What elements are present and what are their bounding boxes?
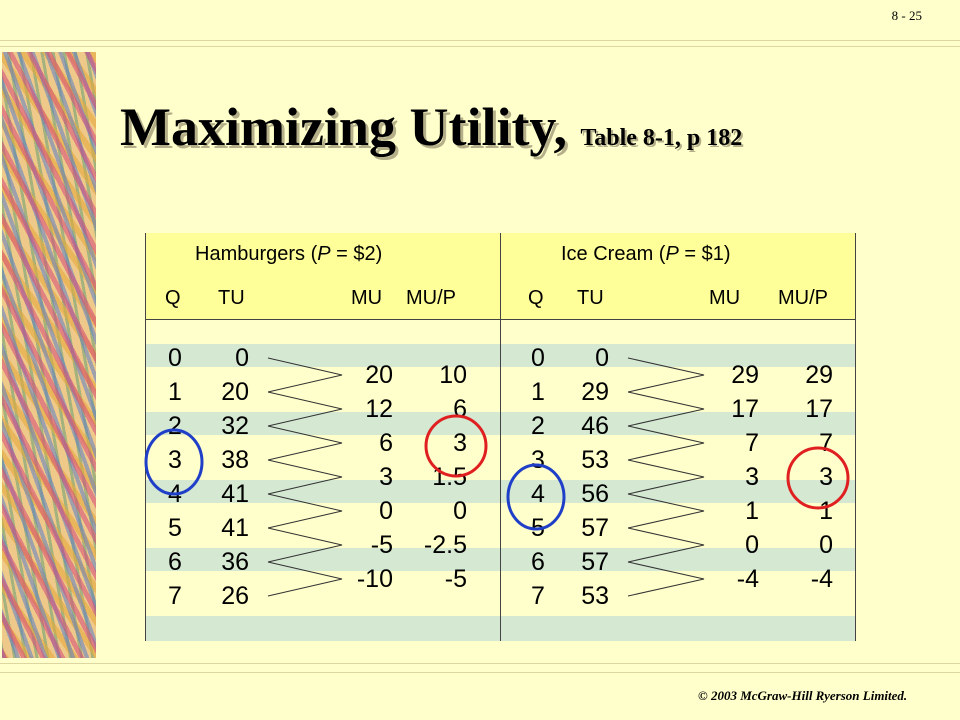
hamburgers-header-q: Q xyxy=(165,287,181,309)
table-cell: 3 xyxy=(453,429,467,457)
hamburgers-mu-column: 20 12 6 3 0 -5 -10 xyxy=(333,358,393,596)
hamburgers-header-mup: MU/P xyxy=(406,287,456,309)
table-cell: 20 xyxy=(365,361,393,389)
table-cell: 5 xyxy=(531,514,545,542)
table-right-border xyxy=(855,233,856,641)
table-cell: 0 xyxy=(235,344,249,372)
table-cell: 29 xyxy=(805,361,833,389)
table-cell: 1 xyxy=(819,497,833,525)
table-cell: 53 xyxy=(581,582,609,610)
top-rule-2 xyxy=(0,46,960,47)
utility-table: Hamburgers (P = $2) Q TU MU MU/P Ice Cre… xyxy=(145,233,856,641)
bottom-rule xyxy=(0,663,960,664)
table-cell: 7 xyxy=(819,429,833,457)
table-left-border xyxy=(145,233,146,641)
icecream-mup-column: 29 17 7 3 1 0 -4 xyxy=(769,358,833,596)
table-cell: 7 xyxy=(531,582,545,610)
table-cell: -4 xyxy=(736,565,759,593)
table-cell: 0 xyxy=(379,497,393,525)
table-cell: 0 xyxy=(595,344,609,372)
table-cell: 36 xyxy=(221,548,249,576)
table-cell: 0 xyxy=(745,531,759,559)
table-cell: 26 xyxy=(221,582,249,610)
top-rule xyxy=(0,40,960,41)
icecream-title: Ice Cream (P = $1) xyxy=(561,243,731,265)
title-table-reference: Table 8-1, p 182 xyxy=(580,125,743,151)
icecream-tu-column: 0 29 46 53 56 57 57 53 xyxy=(565,341,609,613)
slide-title: Maximizing Utility, Table 8-1, p 182 xyxy=(120,96,742,158)
table-cell: 1 xyxy=(745,497,759,525)
table-cell: -5 xyxy=(370,531,393,559)
table-cell: 1 xyxy=(531,378,545,406)
icecream-mu-column: 29 17 7 3 1 0 -4 xyxy=(695,358,759,596)
table-cell: 46 xyxy=(581,412,609,440)
table-cell: 3 xyxy=(819,463,833,491)
icecream-q-column: 0 1 2 3 4 5 6 7 xyxy=(520,341,556,613)
table-cell: 17 xyxy=(805,395,833,423)
table-cell: -2.5 xyxy=(423,531,467,559)
group-divider xyxy=(500,233,501,641)
table-cell: 10 xyxy=(439,361,467,389)
decorative-art-strip xyxy=(2,52,96,658)
table-cell: -10 xyxy=(356,565,393,593)
icecream-header-q: Q xyxy=(528,287,544,309)
table-cell: 5 xyxy=(168,514,182,542)
table-cell: 41 xyxy=(221,514,249,542)
hamburgers-title: Hamburgers (P = $2) xyxy=(195,243,383,265)
icecream-header-tu: TU xyxy=(577,287,604,309)
page-number: 8 - 25 xyxy=(891,8,922,23)
table-cell: 0 xyxy=(453,497,467,525)
table-cell: 6 xyxy=(453,395,467,423)
bottom-rule-2 xyxy=(0,672,960,673)
table-cell: 1 xyxy=(168,378,182,406)
table-cell: 7 xyxy=(745,429,759,457)
table-cell: 3 xyxy=(745,463,759,491)
table-cell: 6 xyxy=(379,429,393,457)
table-cell: 29 xyxy=(581,378,609,406)
table-cell: 57 xyxy=(581,514,609,542)
table-cell: 0 xyxy=(819,531,833,559)
table-cell: 20 xyxy=(221,378,249,406)
copyright-notice: © 2003 McGraw-Hill Ryerson Limited. xyxy=(698,688,908,703)
icecream-header-mu: MU xyxy=(709,287,741,309)
table-cell: 7 xyxy=(168,582,182,610)
table-cell: 53 xyxy=(581,446,609,474)
table-cell: 57 xyxy=(581,548,609,576)
table-cell: 3 xyxy=(379,463,393,491)
table-cell: 3 xyxy=(168,446,182,474)
icecream-header-mup: MU/P xyxy=(778,287,828,309)
table-cell: -4 xyxy=(810,565,833,593)
table-cell: 2 xyxy=(531,412,545,440)
title-main: Maximizing Utility, xyxy=(120,97,567,157)
table-cell: 38 xyxy=(221,446,249,474)
hamburgers-mup-column: 10 6 3 1.5 0 -2.5 -5 xyxy=(407,358,467,596)
table-cell: 6 xyxy=(531,548,545,576)
hamburgers-header-tu: TU xyxy=(218,287,245,309)
table-cell: 6 xyxy=(168,548,182,576)
table-cell: 41 xyxy=(221,480,249,508)
table-cell: 56 xyxy=(581,480,609,508)
table-cell: 1.5 xyxy=(432,463,467,491)
table-cell: 0 xyxy=(168,344,182,372)
table-cell: 0 xyxy=(531,344,545,372)
table-cell: -5 xyxy=(444,565,467,593)
table-cell: 4 xyxy=(531,480,545,508)
table-cell: 12 xyxy=(365,395,393,423)
table-cell: 3 xyxy=(531,446,545,474)
table-cell: 2 xyxy=(168,412,182,440)
hamburgers-tu-column: 0 20 32 38 41 41 36 26 xyxy=(205,341,249,613)
table-cell: 32 xyxy=(221,412,249,440)
table-cell: 29 xyxy=(731,361,759,389)
hamburgers-q-column: 0 1 2 3 4 5 6 7 xyxy=(157,341,193,613)
table-cell: 4 xyxy=(168,480,182,508)
hamburgers-header-mu: MU xyxy=(351,287,383,309)
table-cell: 17 xyxy=(731,395,759,423)
